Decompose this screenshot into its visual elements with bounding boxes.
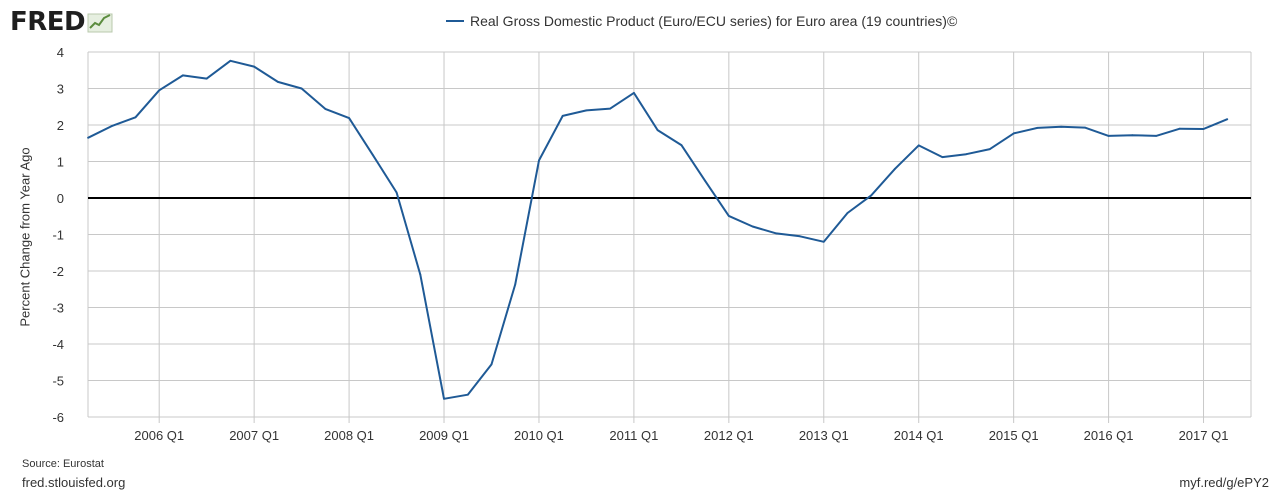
y-tick-label: -6 xyxy=(52,410,64,425)
data-point xyxy=(443,397,445,400)
data-point xyxy=(110,125,113,127)
x-tick-label: 2017 Q1 xyxy=(1179,428,1229,443)
data-point xyxy=(1060,125,1062,128)
data-point xyxy=(1036,127,1039,129)
data-point xyxy=(894,167,896,170)
y-tick-label: 1 xyxy=(57,155,64,170)
data-point xyxy=(229,59,232,62)
data-point xyxy=(348,117,350,119)
x-tick-label: 2013 Q1 xyxy=(799,428,849,443)
x-tick-label: 2016 Q1 xyxy=(1084,428,1134,443)
data-point xyxy=(514,283,517,286)
data-point xyxy=(87,136,89,139)
data-point xyxy=(1084,126,1086,129)
data-point xyxy=(846,212,849,214)
fred-logo[interactable]: FRED xyxy=(10,7,113,37)
x-tick-label: 2006 Q1 xyxy=(134,428,184,443)
x-tick-label: 2008 Q1 xyxy=(324,428,374,443)
data-point xyxy=(609,107,612,110)
data-point xyxy=(277,81,279,83)
data-point xyxy=(1226,118,1229,121)
y-tick-label: -3 xyxy=(52,301,64,316)
y-tick-label: -4 xyxy=(52,337,64,352)
logo-text: FRED xyxy=(10,7,86,37)
data-point xyxy=(300,87,303,90)
x-tick-label: 2009 Q1 xyxy=(419,428,469,443)
chart-legend: Real Gross Domestic Product (Euro/ECU se… xyxy=(446,13,957,29)
data-point xyxy=(561,115,564,117)
x-tick-label: 2012 Q1 xyxy=(704,428,754,443)
data-point xyxy=(134,116,137,119)
y-tick-label: -5 xyxy=(52,374,64,389)
legend-label: Real Gross Domestic Product (Euro/ECU se… xyxy=(470,13,958,29)
data-point xyxy=(1012,132,1015,135)
data-point xyxy=(870,194,873,197)
y-tick-label: 4 xyxy=(57,45,64,60)
y-tick-label: 0 xyxy=(57,191,64,206)
data-point xyxy=(205,77,208,80)
data-point xyxy=(1131,134,1134,137)
y-tick-label: 2 xyxy=(57,118,64,133)
data-point xyxy=(704,179,706,182)
x-tick-label: 2011 Q1 xyxy=(609,428,658,443)
data-point xyxy=(751,225,754,228)
x-tick-label: 2014 Q1 xyxy=(894,428,944,443)
line-graph-icon xyxy=(87,13,113,33)
data-point xyxy=(324,108,327,110)
x-tick-label: 2015 Q1 xyxy=(989,428,1039,443)
data-point xyxy=(1107,135,1110,137)
x-tick-label: 2010 Q1 xyxy=(514,428,564,443)
data-point xyxy=(490,363,493,366)
y-tick-label: 3 xyxy=(57,82,64,97)
data-point xyxy=(253,65,256,68)
data-point xyxy=(538,159,540,162)
data-point xyxy=(1178,127,1181,130)
data-point xyxy=(395,191,398,194)
legend-swatch xyxy=(446,20,464,22)
site-link[interactable]: fred.stlouisfed.org xyxy=(22,475,126,490)
data-point xyxy=(585,109,588,112)
data-point xyxy=(419,273,422,276)
source-note: Source: Eurostat xyxy=(22,458,104,470)
data-point xyxy=(822,240,825,243)
data-point xyxy=(917,144,920,147)
data-point xyxy=(1155,135,1157,137)
y-tick-label: -1 xyxy=(52,228,64,243)
y-tick-label: -2 xyxy=(52,264,64,279)
data-point xyxy=(799,235,801,238)
data-point xyxy=(466,393,469,396)
short-url-link[interactable]: myf.red/g/ePY2 xyxy=(1179,475,1269,490)
data-point xyxy=(775,232,778,235)
data-point xyxy=(1202,128,1205,130)
data-point xyxy=(158,89,161,92)
data-point xyxy=(965,153,968,156)
data-point xyxy=(656,129,659,132)
x-tick-label: 2007 Q1 xyxy=(229,428,279,443)
data-point xyxy=(989,148,991,151)
data-point xyxy=(941,156,944,159)
data-point xyxy=(182,74,184,77)
data-point xyxy=(371,154,374,156)
data-point xyxy=(680,144,683,147)
data-point xyxy=(633,92,635,94)
data-point xyxy=(727,215,730,217)
